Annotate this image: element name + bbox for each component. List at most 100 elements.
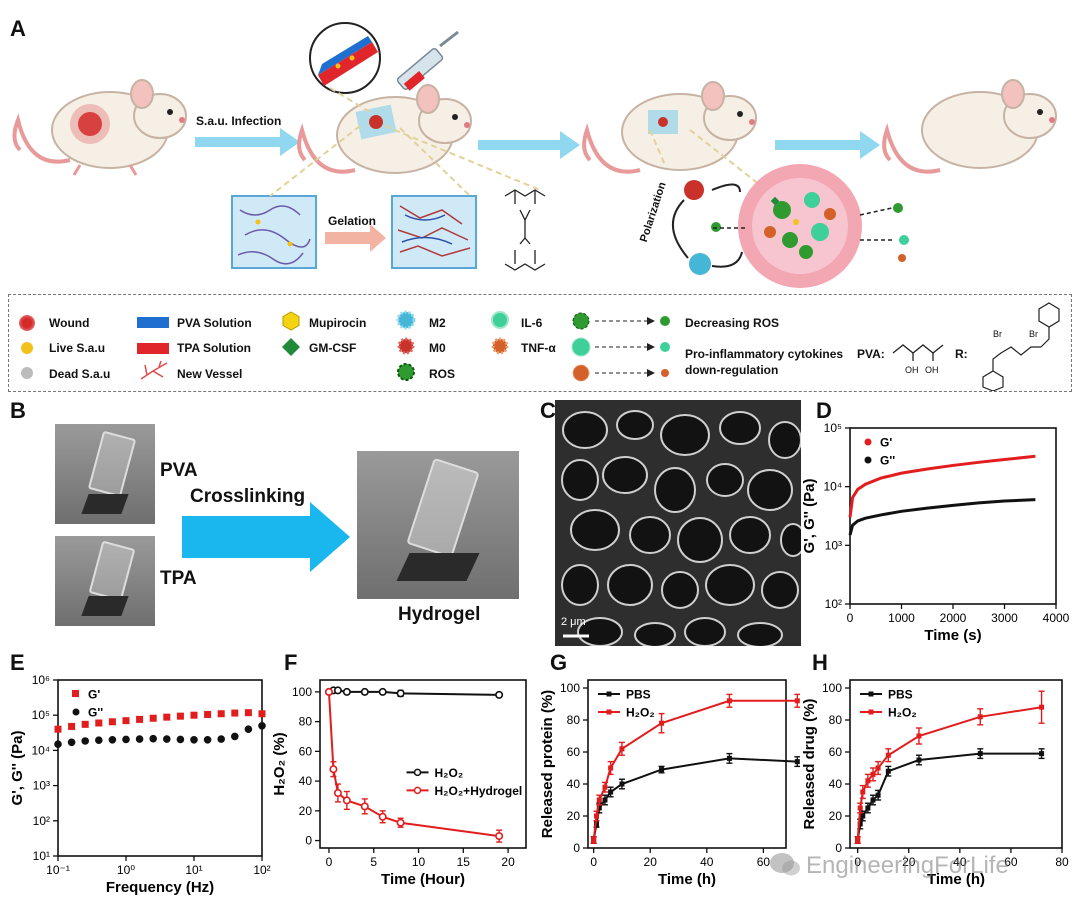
data-point [865, 778, 871, 784]
data-point [378, 687, 387, 696]
mouse-icon [582, 81, 757, 174]
legend-pva-solution: PVA Solution [177, 316, 252, 330]
data-point [360, 687, 369, 696]
data-point [342, 796, 351, 805]
data-point [258, 721, 266, 730]
y-tick-label: 0 [305, 834, 312, 848]
grey-dot-icon [21, 367, 33, 379]
legend-tpa-solution: TPA Solution [177, 341, 251, 355]
x-tick-label: 15 [457, 855, 471, 869]
il6-icon [491, 311, 509, 329]
y-tick-label: 40 [829, 777, 843, 791]
y-tick-label: 80 [829, 713, 843, 727]
y-tick-label: 40 [299, 774, 313, 788]
data-point [1039, 704, 1045, 710]
y-tick-label: 10² [33, 814, 50, 828]
chart-f: 0 5 10 15 20 0 20 40 60 80 100 Time (Hour) H₂O₂ (%) H… [272, 679, 527, 888]
data-point [870, 771, 876, 777]
crosslinking-label: Crosslinking [190, 486, 306, 507]
data-point [855, 837, 861, 843]
x-tick-label: 10¹ [185, 863, 202, 877]
tpa-vial-photo [55, 536, 155, 626]
data-point [81, 737, 89, 745]
pva-label: PVA [160, 460, 198, 481]
data-point [163, 735, 171, 743]
ros-icon [397, 363, 415, 381]
pva-cube-icon [231, 195, 317, 269]
y-tick-label: 10⁶ [32, 673, 50, 687]
x-tick-label: 1000 [888, 611, 915, 625]
mouse-icon [882, 79, 1057, 174]
chart-d: 0 1000 2000 3000 4000 10² 10³ 10⁴ 10⁵ Time (s) G',… [801, 421, 1070, 644]
legend-live-sau: Live S.a.u [49, 341, 106, 355]
y-tick-label: 10¹ [33, 849, 50, 863]
series-line [592, 699, 798, 841]
data-point [204, 710, 212, 718]
legend-marker [606, 709, 612, 715]
tpa-label: TPA [160, 568, 197, 589]
data-point [608, 765, 614, 771]
mouse-icon [12, 79, 187, 176]
legend-wound: Wound [49, 316, 90, 330]
data-point [619, 746, 625, 752]
y-tick-label: 10⁵ [824, 421, 842, 435]
data-point [916, 733, 922, 739]
legend-il6: IL-6 [521, 316, 543, 330]
data-point [176, 735, 185, 744]
m0-cell-icon [684, 180, 704, 200]
y-axis-label: G', G'' (Pa) [9, 731, 26, 806]
panel-g-letter: G [550, 650, 568, 675]
hydrogel-cube-icon [391, 195, 477, 269]
scale-bar-label: 2 μm [561, 616, 586, 628]
legend-label: PBS [888, 688, 913, 702]
red-bar-icon [137, 343, 169, 354]
y-tick-label: 60 [567, 745, 581, 759]
data-point [596, 805, 602, 811]
sem-image: 2 μm [555, 400, 801, 646]
data-point [176, 712, 184, 720]
data-point [857, 805, 863, 811]
data-point [342, 687, 351, 696]
x-tick-label: 40 [700, 855, 714, 869]
yellow-dot-icon [21, 342, 33, 354]
x-axis-label: Time (s) [924, 627, 981, 644]
data-point [163, 713, 171, 721]
arrow-right-icon [775, 131, 880, 159]
legend-marker [606, 691, 612, 697]
legend-label: H₂O₂ [626, 706, 655, 720]
data-point [149, 734, 157, 743]
x-tick-label: 40 [953, 855, 967, 869]
br-label: Br [1029, 329, 1038, 339]
x-tick-label: 60 [1004, 855, 1018, 869]
panel-a-letter: A [10, 16, 26, 41]
diamond-icon [282, 338, 300, 356]
m0-cell-icon [397, 337, 415, 355]
data-point [54, 725, 62, 733]
data-point [108, 736, 117, 744]
y-tick-label: 10⁵ [32, 708, 50, 722]
x-axis-label: Time (h) [927, 871, 985, 888]
y-tick-label: 20 [299, 804, 313, 818]
legend-ros: ROS [429, 367, 456, 381]
data-point [258, 710, 266, 718]
data-point [378, 812, 387, 821]
data-point [149, 714, 157, 722]
decrease-arrows-icon [571, 312, 670, 382]
x-tick-label: 60 [757, 855, 771, 869]
vessel-icon [140, 360, 168, 380]
legend-label: G' [880, 436, 892, 450]
legend-label: H₂O₂ [435, 766, 464, 780]
data-point [916, 757, 922, 763]
chart-e: 10⁻¹ 10⁰ 10¹ 10² 10¹ 10² 10³ 10⁴ 10⁵ 10⁶ Frequency… [9, 673, 271, 895]
x-axis-label: Time (Hour) [381, 871, 465, 888]
data-point [495, 832, 504, 841]
y-tick-label: 60 [299, 744, 313, 758]
data-point [95, 719, 103, 727]
series-line [327, 691, 500, 838]
data-point [659, 720, 665, 726]
legend-marker [868, 691, 874, 697]
plot-frame [57, 679, 263, 857]
x-tick-label: 2000 [940, 611, 967, 625]
data-point [244, 725, 253, 734]
data-point [591, 837, 597, 843]
